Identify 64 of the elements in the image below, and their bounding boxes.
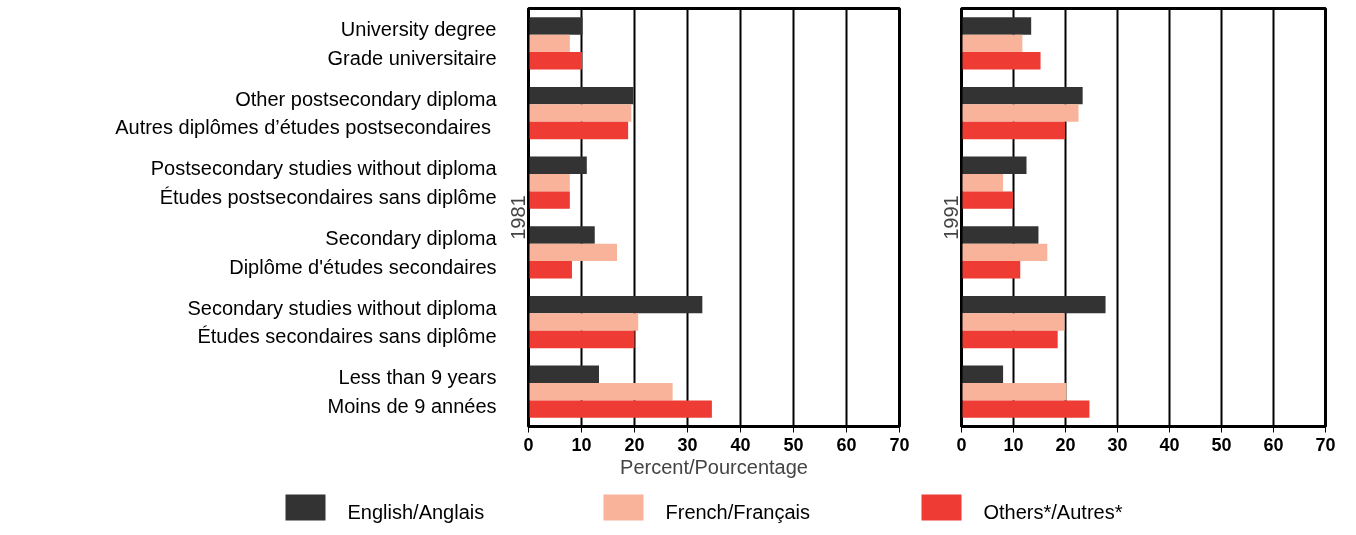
- bar: [528, 173, 570, 192]
- y-axis-title: 1991: [939, 195, 962, 240]
- bar: [528, 382, 673, 401]
- x-tick-label: 70: [889, 434, 910, 455]
- legend-label: French/Français: [665, 500, 810, 523]
- bar: [961, 400, 1090, 418]
- y-tick-label: University degree Grade universitaire: [327, 18, 497, 69]
- x-tick-label: 0: [956, 434, 967, 455]
- x-tick-label: 10: [1003, 434, 1024, 455]
- bar: [961, 313, 1065, 331]
- bar: [528, 400, 712, 418]
- bar: [528, 156, 587, 174]
- y-tick-label: Other postsecondary diploma Autres diplômes d’études postsecondaires: [115, 87, 498, 139]
- bar: [961, 156, 1027, 174]
- bar: [528, 104, 632, 122]
- y-tick-label: Less than 9 years Moins de 9 années: [327, 366, 497, 417]
- bar: [528, 365, 599, 383]
- bar: [961, 330, 1058, 349]
- bar: [961, 121, 1065, 140]
- bar: [528, 313, 639, 331]
- x-axis-title: Percent/Pourcentage: [620, 455, 808, 478]
- bar: [528, 121, 629, 140]
- bar: [961, 104, 1079, 122]
- bar: [961, 226, 1039, 244]
- bar: [528, 330, 635, 349]
- bar: [528, 17, 583, 35]
- bar: [961, 86, 1083, 105]
- bar: [528, 243, 618, 262]
- x-tick-label: 60: [1263, 434, 1284, 455]
- y-tick-label: Secondary diploma Diplôme d'études secondaires: [229, 227, 498, 278]
- x-tick-label: 20: [624, 434, 645, 455]
- bar: [961, 17, 1032, 35]
- x-tick-label: 30: [677, 434, 698, 455]
- legend-label: Others*/Autres*: [983, 500, 1123, 523]
- bar: [961, 52, 1041, 70]
- bar: [528, 34, 570, 53]
- bar: [961, 295, 1106, 314]
- x-tick-label: 10: [571, 434, 592, 455]
- bar: [961, 191, 1013, 209]
- y-tick-label: Secondary studies without diploma Études secondaires sans diplôme: [187, 296, 498, 348]
- x-tick-label: 40: [730, 434, 751, 455]
- bar: [961, 261, 1021, 279]
- bar: [528, 191, 570, 209]
- bar: [528, 52, 583, 70]
- x-tick-label: 60: [836, 434, 857, 455]
- bar: [528, 295, 703, 314]
- y-tick-label: Postsecondary studies without diploma Études postsecondaires sans diplôme: [150, 157, 498, 208]
- x-tick-label: 30: [1107, 434, 1128, 455]
- x-tick-label: 50: [1211, 434, 1232, 455]
- bar: [528, 261, 572, 279]
- bar: [961, 243, 1048, 262]
- bar: [961, 382, 1067, 401]
- bar: [961, 173, 1004, 192]
- x-tick-label: 70: [1315, 434, 1336, 455]
- x-tick-label: 20: [1055, 434, 1076, 455]
- bar: [961, 34, 1023, 53]
- x-tick-label: 0: [523, 434, 534, 455]
- bar: [528, 86, 634, 105]
- x-tick-label: 50: [783, 434, 804, 455]
- bar: [961, 365, 1004, 383]
- legend-label: English/Anglais: [347, 500, 485, 523]
- y-axis-title: 1981: [506, 195, 529, 240]
- x-tick-label: 40: [1159, 434, 1180, 455]
- bar: [528, 226, 595, 244]
